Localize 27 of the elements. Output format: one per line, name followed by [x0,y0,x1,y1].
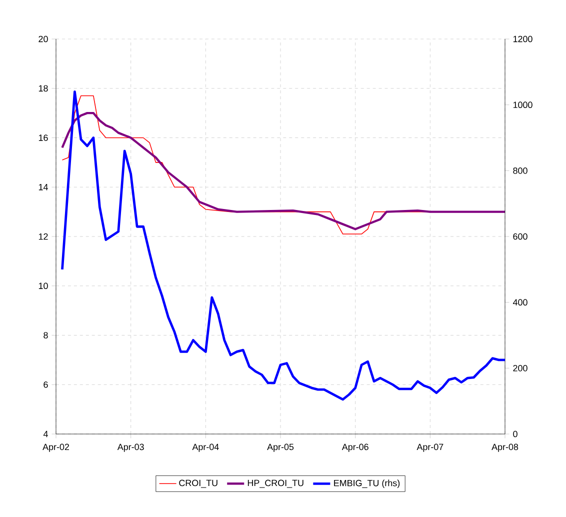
y-tick-label: 4 [43,430,48,438]
x-tick-label: Apr-02 [42,444,69,452]
y-tick-label: 10 [38,282,48,290]
y2-tick-label: 1000 [513,102,532,108]
x-tick-label: Apr-08 [492,444,518,452]
y2-tick-label: 200 [513,364,528,372]
y-tick-label: 12 [38,233,48,240]
y-tick-label: 14 [38,184,48,190]
x-tick-label: Apr-04 [192,444,219,452]
x-tick-label: Apr-06 [342,444,368,452]
x-tick-label: Apr-03 [117,444,144,452]
x-tick-label: Apr-07 [416,444,444,452]
y-tick-label: 16 [38,134,48,141]
y-tick-label: 20 [38,36,48,42]
x-tick-label: Apr-05 [267,444,294,452]
legend-label: CROI_TU [179,480,218,488]
y2-tick-label: 400 [512,299,528,306]
y-tick-label: 6 [44,381,48,388]
line-series [61,90,506,401]
y-tick-label: 18 [38,85,48,92]
y2-tick-label: 1200 [513,36,532,42]
y-tick-label: 8 [44,332,48,338]
legend-label: HP_CROI_TU [248,480,304,488]
y2-tick-label: 600 [513,233,528,240]
y2-tick-label: 800 [513,167,528,174]
legend-label: EMBIG_TU (rhs) [334,480,400,488]
y2-tick-label: 0 [513,430,518,438]
